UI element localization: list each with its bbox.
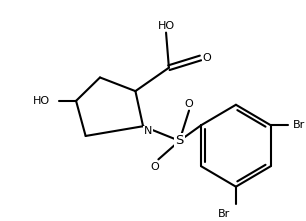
Text: Br: Br — [293, 120, 306, 130]
Text: O: O — [185, 99, 193, 109]
Text: N: N — [144, 126, 152, 136]
Text: O: O — [150, 162, 159, 172]
Text: O: O — [203, 53, 211, 63]
Text: HO: HO — [158, 21, 175, 31]
Text: Br: Br — [218, 209, 230, 219]
Text: S: S — [175, 134, 184, 147]
Text: HO: HO — [33, 96, 50, 106]
